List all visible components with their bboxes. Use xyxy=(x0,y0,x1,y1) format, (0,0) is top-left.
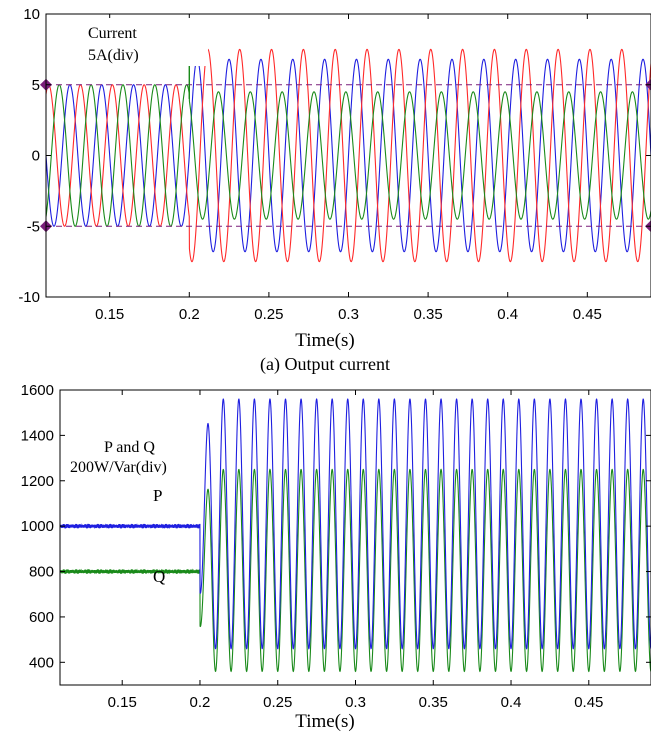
current-x-tick-label: 0.2 xyxy=(179,306,200,323)
q-series-label: Q xyxy=(153,567,165,586)
power-panel: 1600 1400 1200 1000 800 600 400 0.15 0.2 0.25 0.3… xyxy=(21,382,651,732)
power-y-tick-label: 1200 xyxy=(21,473,54,490)
power-x-ticks: 0.15 0.2 0.25 0.3 0.35 0.4 0.45 xyxy=(108,390,603,711)
power-x-tick-label: 0.25 xyxy=(263,694,292,711)
power-p-line xyxy=(59,398,651,650)
current-x-axis-title: Time(s) xyxy=(295,330,354,351)
current-reference-lines xyxy=(40,78,651,233)
current-x-tick-label: 0.25 xyxy=(254,306,283,323)
power-q-line xyxy=(59,468,651,673)
power-y-tick-label: 800 xyxy=(29,564,54,581)
power-annotation-box xyxy=(68,432,200,476)
power-y-tick-label: 600 xyxy=(29,609,54,626)
power-x-tick-label: 0.3 xyxy=(345,694,366,711)
current-x-tick-label: 0.4 xyxy=(497,306,518,323)
current-panel: 10 5 0 -5 -10 0.15 0.2 0.25 0.3 0.35 0.4 0.45 Curr… xyxy=(18,6,651,375)
power-y-tick-label: 400 xyxy=(29,654,54,671)
power-annotation-line-2: 200W/Var(div) xyxy=(70,459,167,476)
current-y-tick-label: 0 xyxy=(32,148,40,165)
current-phase-1-line xyxy=(45,58,651,253)
current-annotation-box xyxy=(66,18,208,66)
current-x-tick-label: 0.35 xyxy=(414,306,443,323)
current-caption: (a) Output current xyxy=(260,354,390,375)
power-x-axis-title: Time(s) xyxy=(295,711,354,732)
power-x-tick-label: 0.2 xyxy=(190,694,211,711)
current-x-tick-label: 0.45 xyxy=(573,306,602,323)
power-annotation-line-1: P and Q xyxy=(104,439,155,456)
power-y-ticks: 1600 1400 1200 1000 800 600 400 xyxy=(21,382,651,671)
current-y-tick-label: 5 xyxy=(32,77,40,94)
power-x-tick-label: 0.4 xyxy=(501,694,522,711)
current-phase-2-line xyxy=(45,48,651,263)
power-x-tick-label: 0.45 xyxy=(574,694,603,711)
power-x-tick-label: 0.15 xyxy=(108,694,137,711)
current-y-tick-label: -5 xyxy=(27,218,40,235)
power-series-group xyxy=(59,398,651,673)
current-annotation-line-2: 5A(div) xyxy=(88,47,139,64)
power-x-tick-label: 0.35 xyxy=(419,694,448,711)
current-series-group xyxy=(45,48,651,263)
current-y-ticks: 10 5 0 -5 -10 xyxy=(18,6,651,306)
current-x-ticks: 0.15 0.2 0.25 0.3 0.35 0.4 0.45 xyxy=(95,14,602,323)
p-series-label: P xyxy=(153,486,162,505)
power-y-tick-label: 1600 xyxy=(21,382,54,399)
power-y-tick-label: 1000 xyxy=(21,518,54,535)
current-x-tick-label: 0.15 xyxy=(95,306,124,323)
current-phase-3-line xyxy=(45,84,651,227)
current-y-tick-label: -10 xyxy=(18,289,40,306)
power-y-tick-label: 1400 xyxy=(21,427,54,444)
current-annotation-line-1: Current xyxy=(88,25,137,42)
current-x-tick-label: 0.3 xyxy=(338,306,359,323)
current-y-tick-label: 10 xyxy=(23,6,40,23)
